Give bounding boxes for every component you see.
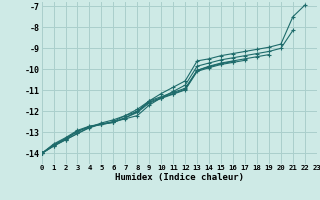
X-axis label: Humidex (Indice chaleur): Humidex (Indice chaleur) <box>115 173 244 182</box>
